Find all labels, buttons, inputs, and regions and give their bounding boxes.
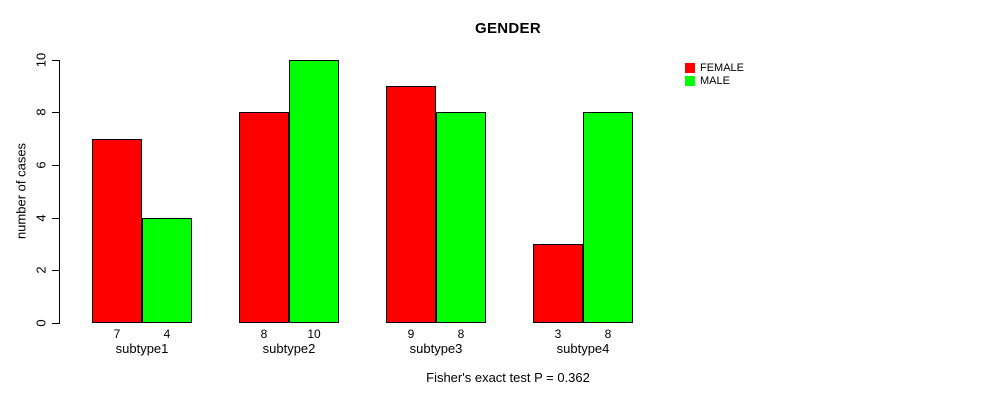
y-tick-mark	[52, 323, 59, 324]
y-tick-mark	[52, 164, 59, 166]
male-color-swatch	[685, 75, 695, 86]
y-tick-label: 6	[33, 161, 49, 169]
bar-male-subtype4	[583, 112, 633, 323]
y-tick-mark	[52, 217, 59, 219]
y-tick-label: 4	[33, 213, 49, 222]
category-label-subtype4: subtype4	[556, 341, 610, 356]
female-color-swatch	[685, 62, 695, 73]
legend-item-male: MALE	[685, 74, 744, 87]
y-axis-title: number of cases	[13, 142, 29, 240]
bar-male-subtype2	[289, 59, 339, 323]
bar-value-label: 4	[163, 327, 171, 341]
y-tick-mark	[52, 112, 59, 114]
bar-value-label: 8	[457, 327, 465, 341]
chart-footnote: Fisher's exact test P = 0.362	[426, 370, 590, 385]
legend-label-female: FEMALE	[700, 61, 745, 74]
y-tick-label: 8	[33, 108, 49, 116]
category-label-subtype3: subtype3	[409, 341, 463, 356]
category-label-subtype1: subtype1	[115, 341, 169, 356]
chart-title: GENDER	[475, 20, 541, 37]
bar-female-subtype1	[92, 138, 142, 323]
bar-value-label: 7	[113, 327, 121, 341]
y-tick-mark	[52, 59, 59, 61]
y-tick-label: 2	[33, 266, 49, 274]
bar-value-label: 8	[604, 327, 612, 341]
y-tick-label: 10	[33, 52, 49, 67]
bar-female-subtype2	[239, 112, 289, 323]
bar-value-label: 8	[260, 327, 268, 341]
y-tick-label: 0	[33, 319, 49, 327]
bar-value-label: 9	[407, 327, 415, 341]
legend-item-female: FEMALE	[685, 61, 745, 74]
bar-value-label: 3	[554, 327, 562, 341]
bar-female-subtype3	[386, 85, 436, 323]
y-axis-line	[59, 59, 60, 324]
legend: FEMALE MALE	[685, 62, 744, 88]
bar-value-label: 10	[307, 327, 321, 341]
bar-male-subtype1	[142, 217, 192, 323]
category-label-subtype2: subtype2	[262, 341, 316, 356]
bar-female-subtype4	[533, 243, 583, 323]
y-tick-mark	[52, 270, 59, 272]
legend-label-male: MALE	[700, 74, 730, 87]
bar-male-subtype3	[436, 112, 486, 323]
